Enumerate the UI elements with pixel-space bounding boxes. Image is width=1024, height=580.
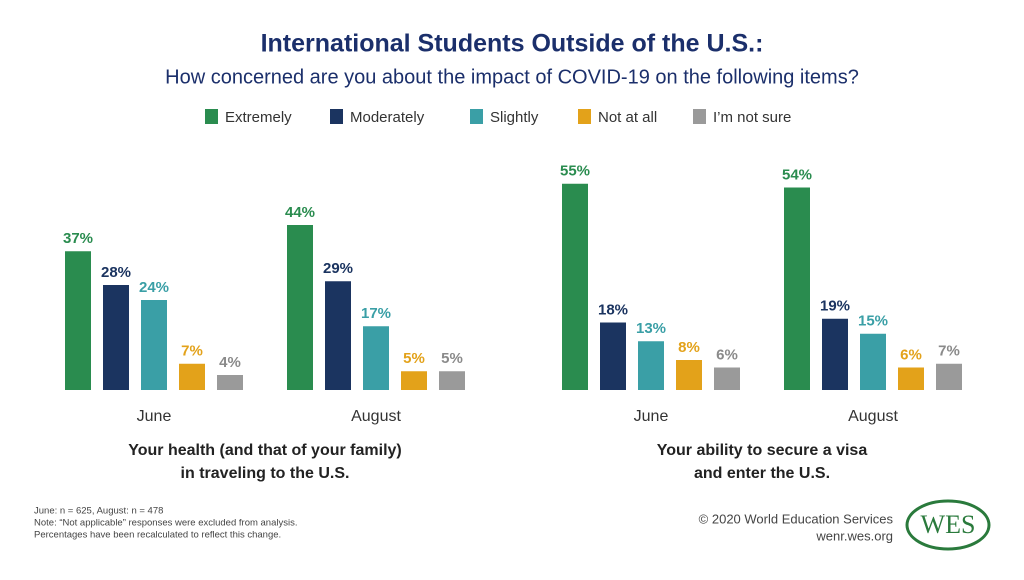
legend-label: Moderately <box>350 109 425 126</box>
value-label: 19% <box>820 298 850 315</box>
value-label: 13% <box>636 320 666 337</box>
legend-swatch <box>205 109 218 124</box>
x-tick-label: June <box>137 408 172 425</box>
panel-caption: and enter the U.S. <box>694 465 830 482</box>
bar <box>103 285 129 390</box>
value-label: 8% <box>678 339 700 356</box>
legend-label: Slightly <box>490 109 539 126</box>
bar <box>898 367 924 390</box>
bar <box>600 322 626 390</box>
value-label: 7% <box>938 343 960 360</box>
bar <box>714 367 740 390</box>
bar <box>860 333 886 390</box>
bar <box>325 281 351 390</box>
value-label: 28% <box>101 264 131 281</box>
value-label: 5% <box>403 350 425 367</box>
value-label: 15% <box>858 313 888 330</box>
value-label: 4% <box>219 354 241 371</box>
legend-swatch <box>693 109 706 124</box>
bar <box>676 360 702 390</box>
logo: WES <box>921 510 976 539</box>
value-label: 17% <box>361 305 391 322</box>
x-tick-label: June <box>634 408 669 425</box>
chart-title: International Students Outside of the U.… <box>261 30 764 58</box>
legend-swatch <box>330 109 343 124</box>
bar <box>936 363 962 390</box>
panel-caption: Your health (and that of your family) <box>128 442 402 459</box>
value-label: 29% <box>323 260 353 277</box>
panel-caption: Your ability to secure a visa <box>657 442 868 459</box>
value-label: 18% <box>598 301 628 318</box>
bar <box>822 318 848 390</box>
legend-swatch <box>578 109 591 124</box>
value-label: 7% <box>181 343 203 360</box>
note: Note: “Not applicable” responses were ex… <box>34 518 298 529</box>
chart-subtitle: How concerned are you about the impact o… <box>165 66 859 88</box>
value-label: 6% <box>716 346 738 363</box>
bar <box>141 300 167 390</box>
bar <box>784 187 810 390</box>
x-tick-label: August <box>848 408 898 425</box>
credit: wenr.wes.org <box>815 528 893 543</box>
bar <box>638 341 664 390</box>
value-label: 55% <box>560 163 590 180</box>
bar <box>363 326 389 390</box>
note: June: n = 625, August: n = 478 <box>34 506 163 517</box>
value-label: 44% <box>285 204 315 221</box>
bar <box>562 183 588 390</box>
note: Percentages have been recalculated to re… <box>34 530 281 541</box>
value-label: 24% <box>139 279 169 296</box>
bar <box>179 363 205 390</box>
notes: June: n = 625, August: n = 478 Note: “No… <box>34 506 298 541</box>
logo-ring <box>905 499 991 551</box>
bar <box>65 251 91 390</box>
credit: © 2020 World Education Services <box>699 511 894 526</box>
bar <box>439 371 465 390</box>
value-label: 5% <box>441 350 463 367</box>
value-label: 54% <box>782 166 812 183</box>
value-label: 6% <box>900 346 922 363</box>
x-tick-label: August <box>351 408 401 425</box>
panel-caption: in traveling to the U.S. <box>181 465 350 482</box>
bar <box>401 371 427 390</box>
legend-swatch <box>470 109 483 124</box>
legend-label: Not at all <box>598 109 657 126</box>
legend-label: Extremely <box>225 109 292 126</box>
value-label: 37% <box>63 230 93 247</box>
legend-label: I’m not sure <box>713 109 791 126</box>
bar <box>287 225 313 390</box>
bar <box>217 375 243 390</box>
